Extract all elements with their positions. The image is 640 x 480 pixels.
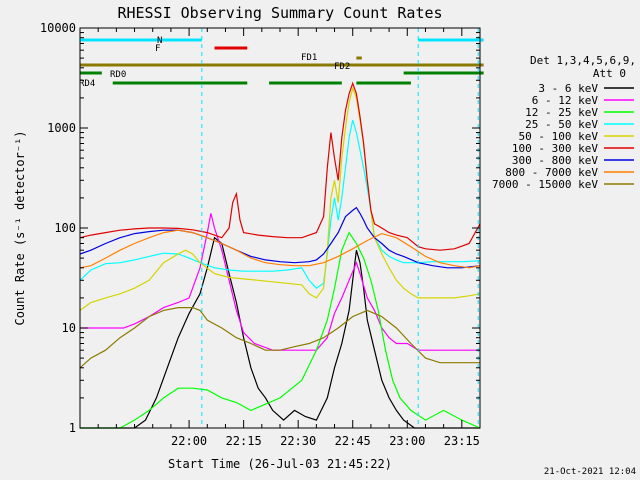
y-tick-label: 1	[69, 421, 76, 435]
chart-title: RHESSI Observing Summary Count Rates	[117, 4, 442, 22]
series-line-7	[79, 229, 481, 269]
legend-label-3: 25 - 50 keV	[525, 118, 598, 131]
x-tick-label: 23:15	[444, 434, 480, 448]
y-axis-label: Count Rate (s⁻¹ detector⁻¹)	[13, 130, 27, 325]
flag-label-f: F	[155, 44, 160, 54]
series-line-8	[79, 307, 480, 369]
y-tick-label: 100	[54, 221, 76, 235]
series-line-1	[80, 213, 480, 351]
legend-label-8: 7000 - 15000 keV	[492, 178, 598, 191]
x-axis-label: Start Time (26-Jul-03 21:45:22)	[168, 457, 392, 471]
legend-header-attenuator: Att 0	[593, 67, 626, 80]
x-tick-label: 23:00	[389, 434, 425, 448]
legend-label-0: 3 - 6 keV	[538, 82, 598, 95]
series-line-5	[79, 81, 481, 251]
series-line-0	[80, 236, 480, 429]
y-tick-label: 1000	[47, 121, 76, 135]
x-tick-label: 22:00	[171, 434, 207, 448]
flag-label-fd1: FD1	[301, 53, 317, 63]
legend-header-detectors: Det 1,3,4,5,6,9,	[530, 54, 636, 67]
footer-date: 21-Oct-2021 12:04	[544, 467, 636, 477]
y-tick-label: 10	[62, 321, 76, 335]
legend-label-6: 300 - 800 keV	[512, 154, 598, 167]
legend-label-7: 800 - 7000 keV	[505, 166, 598, 179]
flag-label-rd0: RD0	[110, 70, 126, 80]
y-axis: 1 10 100 1000 10000	[40, 21, 480, 435]
x-axis: 22:00 22:15 22:30 22:45 23:00 23:15	[97, 28, 481, 448]
legend-label-5: 100 - 300 keV	[512, 142, 598, 155]
series-line-6	[79, 206, 481, 269]
y-tick-label: 10000	[40, 21, 76, 35]
flag-label-n: N	[157, 36, 162, 46]
series-line-4	[79, 86, 481, 311]
x-tick-label: 22:30	[280, 434, 316, 448]
legend-label-1: 6 - 12 keV	[532, 94, 599, 107]
plot-area: NF FD1 FD2 RD0 RD4	[79, 28, 484, 429]
flag-label-rd4: RD4	[79, 79, 95, 89]
legend-label-2: 12 - 25 keV	[525, 106, 598, 119]
x-tick-label: 22:15	[226, 434, 262, 448]
series-line-2	[80, 231, 481, 429]
x-tick-label: 22:45	[335, 434, 371, 448]
legend-label-4: 50 - 100 keV	[519, 130, 599, 143]
flag-label-fd2: FD2	[334, 62, 350, 72]
